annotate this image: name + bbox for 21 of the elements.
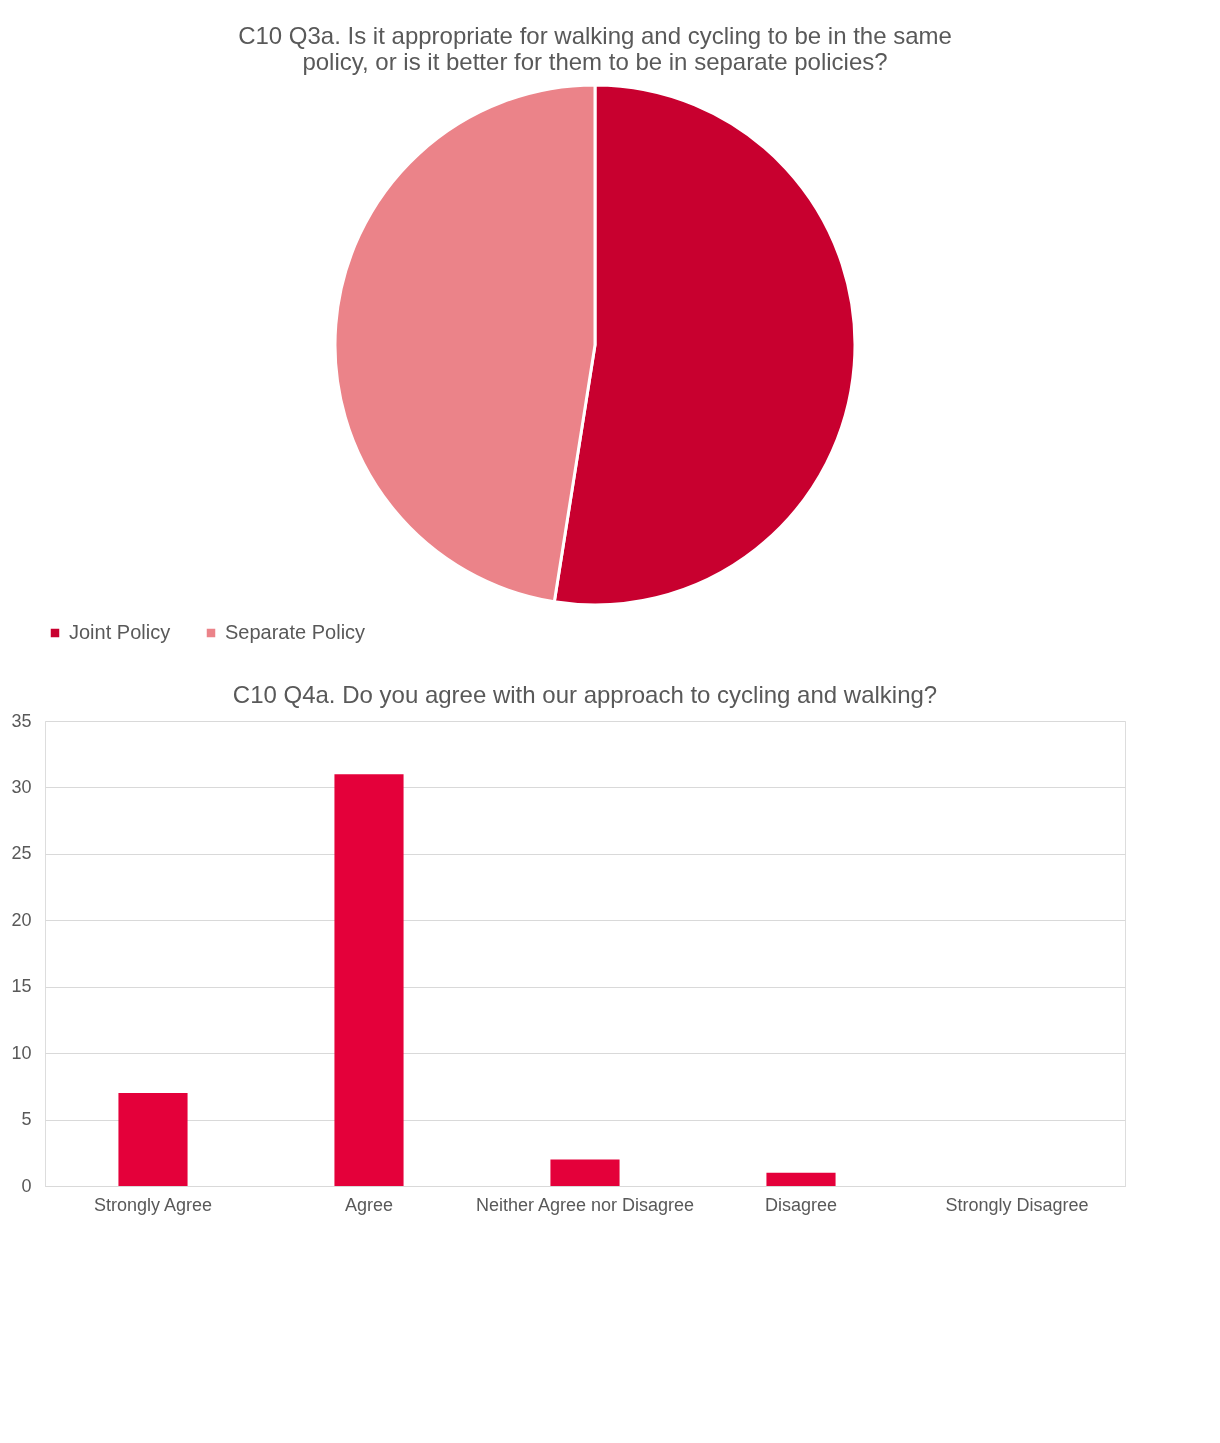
x-tick-label: Neither Agree nor Disagree — [475, 1194, 695, 1215]
y-tick-label: 15 — [11, 976, 32, 997]
x-tick-label: Strongly Agree — [93, 1194, 213, 1215]
bar — [550, 1159, 620, 1186]
x-tick-label: Strongly Disagree — [945, 1194, 1089, 1215]
y-tick-label: 0 — [21, 1175, 32, 1196]
legend-label: Joint Policy — [69, 621, 171, 643]
y-tick-label: 5 — [21, 1109, 32, 1130]
y-tick-label: 25 — [11, 843, 32, 864]
chart-title: C10 Q3a. Is it appropriate for walking and cycling to be in the same policy, or is it better for them to be in separate policies? — [238, 22, 952, 75]
y-tick-label: 35 — [11, 710, 32, 731]
chart-title: C10 Q4a. Do you agree with our approach to cycling and walking? — [232, 681, 938, 708]
x-tick-label: Disagree — [764, 1194, 838, 1215]
y-tick-label: 30 — [11, 776, 32, 797]
bar — [118, 1093, 188, 1186]
y-tick-label: 10 — [11, 1042, 32, 1063]
bar — [766, 1172, 836, 1186]
bar — [334, 774, 404, 1186]
legend-label: Separate Policy — [225, 621, 366, 643]
x-tick-label: Agree — [344, 1194, 394, 1215]
y-tick-label: 20 — [11, 909, 32, 930]
